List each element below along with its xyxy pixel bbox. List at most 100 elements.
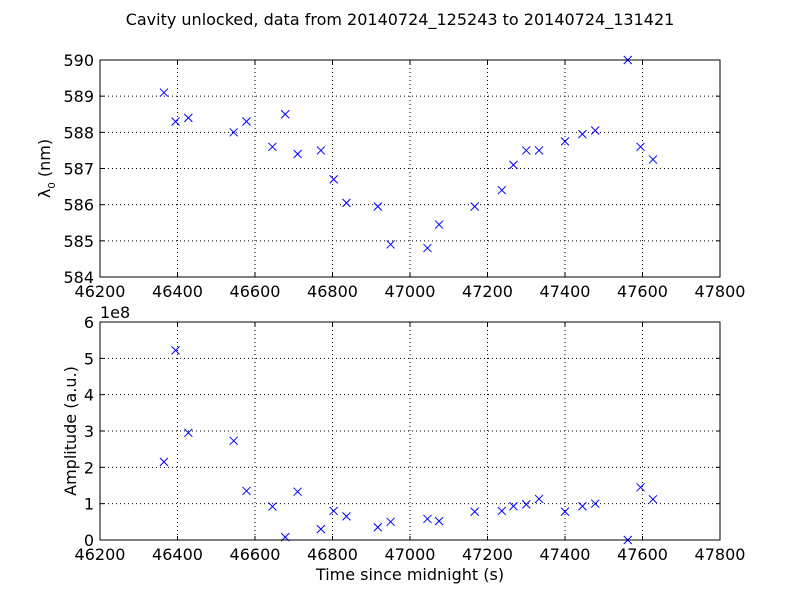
- wavelength-data-point: [648, 155, 658, 164]
- amplitude-y-tick-label: 3: [84, 422, 94, 441]
- wavelength-x-tick-label: 47000: [385, 282, 436, 301]
- amplitude-data-point: [159, 457, 169, 467]
- amplitude-grid: [100, 322, 720, 540]
- wavelength-y-axis-label: λ0 (nm): [35, 139, 58, 198]
- amplitude-y-tick-label: 2: [84, 458, 94, 477]
- amplitude-data-point: [470, 507, 480, 517]
- amplitude-data-point: [293, 487, 302, 497]
- wavelength-grid: [100, 60, 720, 277]
- wavelength-data-point: [242, 117, 251, 126]
- wavelength-data-point: [316, 146, 326, 155]
- wavelength-data-point: [183, 113, 193, 123]
- wavelength-plot-frame: [99, 59, 721, 278]
- wavelength-data-point: [521, 146, 531, 155]
- amplitude-data-point: [636, 482, 645, 492]
- amplitude-data-point: [521, 500, 531, 509]
- amplitude-data-point: [329, 506, 339, 516]
- wavelength-data-point: [268, 142, 277, 152]
- amplitude-data-point: [560, 507, 570, 517]
- wavelength-x-tick-label: 47400: [540, 282, 591, 301]
- wavelength-data-point: [280, 109, 290, 119]
- wavelength-y-tick-label: 587: [63, 160, 94, 179]
- amplitude-data-point: [229, 436, 239, 446]
- wavelength-x-tick-label: 46800: [307, 282, 358, 301]
- wavelength-y-axis-unit: (nm): [35, 139, 54, 182]
- amplitude-x-tick-label: 47600: [617, 545, 668, 564]
- wavelength-x-tick-label: 47600: [617, 282, 668, 301]
- wavelength-data-point: [342, 198, 351, 208]
- wavelength-y-axis-subscript: 0: [47, 182, 58, 188]
- wavelength-y-tick-label: 590: [63, 51, 94, 70]
- wavelength-x-tick-label: 47200: [462, 282, 513, 301]
- amplitude-plot-frame: [99, 321, 721, 541]
- amplitude-y-tick-label: 6: [84, 313, 94, 332]
- amplitude-data-point: [648, 494, 658, 504]
- amplitude-panel: 46200 46400 46600 46800 47000 47200 47400 47600…: [61, 303, 745, 584]
- amplitude-x-tick-label: 47000: [385, 545, 436, 564]
- amplitude-data-point: [590, 499, 600, 509]
- amplitude-data-point: [434, 516, 444, 526]
- wavelength-x-tick-label: 46600: [230, 282, 281, 301]
- wavelength-y-axis-symbol: λ: [35, 189, 54, 198]
- wavelength-data-point: [560, 137, 570, 146]
- wavelength-data-point: [497, 185, 507, 195]
- wavelength-data-point: [293, 149, 302, 159]
- amplitude-data-point: [183, 428, 193, 438]
- amplitude-data-point: [268, 502, 277, 511]
- wavelength-y-tick-label: 584: [63, 268, 94, 287]
- amplitude-data-point: [423, 514, 432, 524]
- amplitude-x-tick-label: 46400: [152, 545, 203, 564]
- wavelength-y-tick-label: 586: [63, 196, 94, 215]
- amplitude-data-point: [534, 494, 544, 504]
- amplitude-data-point: [373, 522, 383, 532]
- wavelength-data-point: [171, 117, 180, 126]
- amplitude-data-point: [578, 501, 587, 511]
- amplitude-data-point: [171, 345, 180, 355]
- amplitude-tick-labels: 46200 46400 46600 46800 47000 47200 47400 47600…: [75, 313, 746, 564]
- wavelength-data-point: [386, 240, 395, 249]
- figure-title: Cavity unlocked, data from 20140724_1252…: [126, 10, 675, 30]
- wavelength-panel: 46200 46400 46600 46800 47000 47200 47400 47600…: [35, 51, 745, 301]
- amplitude-x-axis-label: Time since midnight (s): [315, 565, 504, 584]
- amplitude-x-tick-label: 47200: [462, 545, 513, 564]
- amplitude-points: [159, 345, 658, 545]
- wavelength-y-tick-label: 589: [63, 87, 94, 106]
- amplitude-data-point: [497, 506, 507, 516]
- amplitude-x-tick-label: 46800: [307, 545, 358, 564]
- amplitude-y-tick-label: 4: [84, 386, 94, 405]
- wavelength-data-point: [534, 146, 544, 155]
- wavelength-y-tick-label: 585: [63, 232, 94, 251]
- amplitude-y-tick-label: 5: [84, 349, 94, 368]
- amplitude-data-point: [342, 512, 351, 521]
- wavelength-y-tick-label: 588: [63, 123, 94, 142]
- amplitude-data-point: [316, 524, 326, 534]
- amplitude-x-tick-label: 46200: [75, 545, 126, 564]
- wavelength-x-tick-label: 47800: [695, 282, 746, 301]
- wavelength-data-point: [229, 127, 239, 137]
- wavelength-data-point: [590, 126, 600, 135]
- amplitude-y-axis-label: Amplitude (a.u.): [61, 366, 80, 496]
- wavelength-x-tick-label: 46400: [152, 282, 203, 301]
- wavelength-tick-labels: 46200 46400 46600 46800 47000 47200 47400 47600…: [63, 51, 745, 301]
- wavelength-x-tick-label: 46200: [75, 282, 126, 301]
- amplitude-x-tick-label: 47400: [540, 545, 591, 564]
- amplitude-x-tick-label: 47800: [695, 545, 746, 564]
- wavelength-data-point: [578, 129, 587, 139]
- amplitude-y-tick-label: 1: [84, 495, 94, 514]
- amplitude-data-point: [242, 486, 251, 496]
- wavelength-data-point: [636, 142, 645, 152]
- amplitude-data-point: [509, 501, 518, 511]
- wavelength-points: [159, 55, 658, 253]
- wavelength-data-point: [470, 202, 480, 211]
- wavelength-data-point: [329, 174, 339, 184]
- wavelength-data-point: [159, 88, 169, 97]
- wavelength-data-point: [373, 202, 383, 211]
- amplitude-y-tick-label: 0: [84, 531, 94, 550]
- amplitude-offset-label: 1e8: [100, 303, 130, 322]
- amplitude-x-tick-label: 46600: [230, 545, 281, 564]
- wavelength-data-point: [509, 160, 518, 170]
- wavelength-data-point: [423, 243, 432, 253]
- wavelength-data-point: [434, 220, 444, 229]
- amplitude-data-point: [386, 517, 395, 527]
